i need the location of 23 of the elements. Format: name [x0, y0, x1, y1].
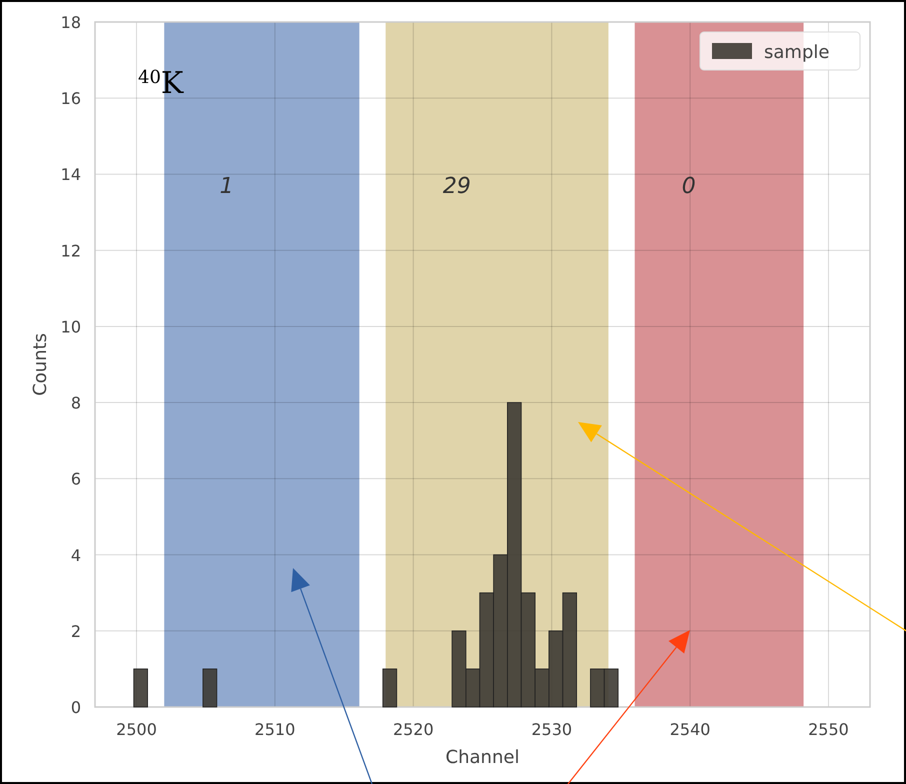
x-tick-label: 2520: [392, 720, 434, 739]
x-tick-label: 2550: [808, 720, 849, 739]
y-tick-label: 6: [70, 470, 81, 489]
x-tick-label: 2510: [254, 720, 296, 739]
y-tick-label: 2: [70, 622, 81, 641]
y-tick-label: 12: [60, 241, 81, 260]
x-tick-label: 2540: [670, 720, 710, 739]
y-tick-label: 18: [60, 13, 81, 32]
y-tick-label: 16: [60, 89, 81, 108]
y-tick-label: 14: [60, 165, 81, 184]
y-tick-label: 8: [70, 394, 81, 413]
x-tick-label: 2500: [116, 720, 157, 739]
band-label: 0: [682, 174, 696, 199]
x-axis-title: Channel: [446, 747, 520, 768]
x-tick-label: 2530: [531, 720, 572, 739]
band-label: 29: [442, 174, 471, 199]
band-label: 1: [220, 174, 234, 199]
legend-label: sample: [764, 42, 830, 63]
y-tick-label: 10: [60, 317, 81, 336]
annotation: $^{40}$K: [138, 66, 184, 101]
y-tick-label: 0: [70, 698, 81, 717]
y-axis-title: Counts: [30, 333, 51, 396]
y-tick-label: 4: [70, 546, 81, 565]
